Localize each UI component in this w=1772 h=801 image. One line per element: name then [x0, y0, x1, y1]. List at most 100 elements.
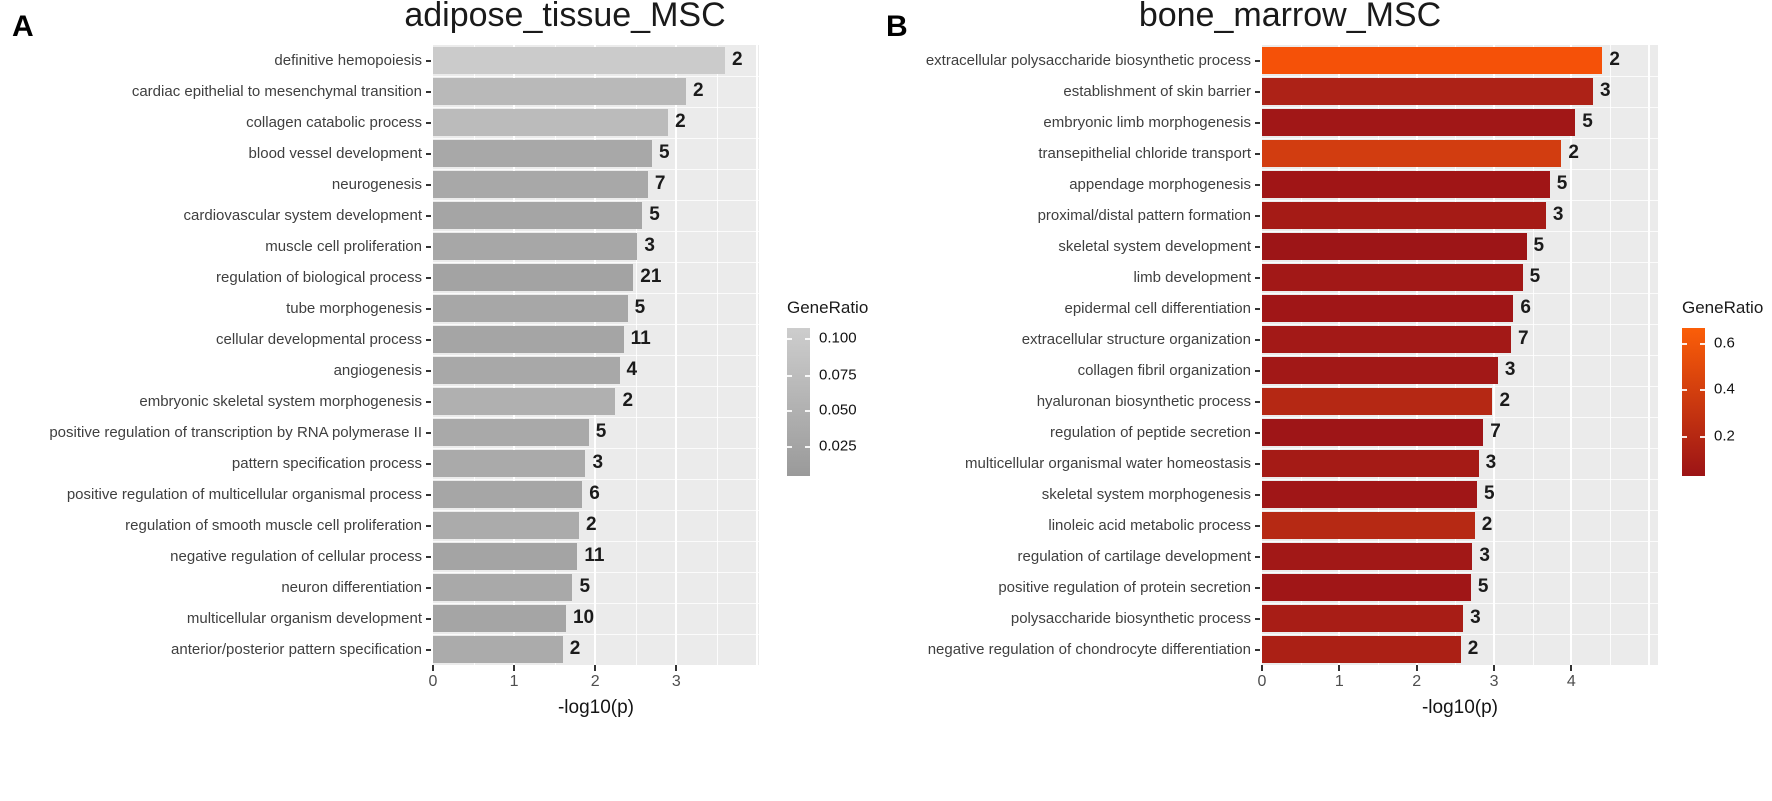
bar — [1262, 512, 1475, 539]
bar — [1262, 171, 1550, 198]
x-axis-tick — [1261, 665, 1263, 671]
bar — [1262, 605, 1464, 632]
gene-count-label: 2 — [731, 49, 743, 70]
legend-value-label: 0.2 — [1714, 427, 1735, 445]
y-axis-label-text: collagen fibril organization — [1077, 362, 1251, 379]
bar — [433, 605, 566, 632]
y-axis-tick — [1255, 524, 1260, 527]
bar — [433, 171, 648, 198]
gridline-horizontal — [433, 603, 759, 604]
gene-count-label: 5 — [595, 421, 607, 442]
gene-count-label: 3 — [1470, 607, 1481, 628]
y-axis-label-text: extracellular polysaccharide biosyntheti… — [925, 52, 1251, 69]
bar — [1262, 295, 1514, 322]
x-axis-tick — [1338, 665, 1341, 671]
gene-count-label: 3 — [1504, 359, 1516, 380]
legend-title: GeneRatio — [787, 298, 869, 317]
bar-track: 5 — [433, 138, 759, 169]
bar-track: 5 — [433, 200, 759, 231]
bar — [433, 419, 589, 446]
legend-tick — [805, 410, 810, 412]
y-axis-tick — [426, 586, 431, 589]
y-axis-label: positive regulation of transcription by … — [0, 417, 433, 448]
gridline-horizontal — [1262, 169, 1658, 170]
y-axis-label: hyaluronan biosynthetic process — [870, 386, 1262, 417]
bar-track: 21 — [433, 262, 759, 293]
y-axis-label-text: negative regulation of chondrocyte diffe… — [927, 641, 1251, 658]
gridline-horizontal — [433, 479, 759, 480]
legend-tick — [1700, 436, 1705, 438]
legend-tick — [805, 446, 810, 448]
bar — [433, 388, 616, 415]
y-axis-label: cardiovascular system development — [0, 200, 433, 231]
y-axis-label: limb development — [870, 262, 1262, 293]
bar — [1262, 357, 1498, 384]
y-axis-label: neurogenesis — [0, 169, 433, 200]
legend-value-label: 0.075 — [819, 366, 857, 384]
gridline-horizontal — [1262, 324, 1658, 325]
bar-track: 4 — [433, 355, 759, 386]
x-axis-tick-label: 0 — [428, 673, 438, 690]
y-axis-tick — [1255, 276, 1260, 279]
gene-count-label: 5 — [1556, 173, 1568, 194]
bar — [433, 543, 578, 570]
y-axis-tick — [1255, 493, 1260, 496]
bar — [433, 109, 669, 136]
bar — [433, 450, 586, 477]
y-axis-label-text: positive regulation of transcription by … — [49, 424, 422, 441]
y-axis-label-text: extracellular structure organization — [1021, 331, 1251, 348]
y-axis-tick — [426, 369, 431, 372]
gene-count-label: 2 — [569, 638, 581, 659]
gene-count-label: 7 — [654, 173, 666, 194]
gridline-horizontal — [1262, 293, 1658, 294]
gene-count-label: 4 — [626, 359, 638, 380]
legend-value-label: 0.025 — [819, 437, 857, 455]
bar-track: 3 — [1262, 541, 1658, 572]
y-axis-label-text: tube morphogenesis — [286, 300, 422, 317]
bar-track: 5 — [433, 572, 759, 603]
gridline-horizontal — [433, 386, 759, 387]
gridline-horizontal — [433, 541, 759, 542]
chart-title-bone-marrow: bone_marrow_MSC — [1138, 0, 1442, 34]
legend-tick — [1682, 436, 1687, 438]
gridline-horizontal — [1262, 603, 1658, 604]
y-axis-label: proximal/distal pattern formation — [870, 200, 1262, 231]
bar-track: 2 — [433, 45, 759, 76]
y-axis-tick — [1255, 586, 1260, 589]
panel-letter-b: B — [886, 10, 908, 43]
y-axis-tick — [426, 617, 431, 620]
gene-count-label: 5 — [658, 142, 670, 163]
bar — [433, 78, 686, 105]
y-axis-tick — [426, 648, 431, 651]
x-axis-tick — [513, 665, 516, 671]
y-axis-label: regulation of peptide secretion — [870, 417, 1262, 448]
y-axis-tick — [426, 214, 431, 217]
legend-body: 0.100 0.075 0.050 0.025 — [787, 328, 907, 476]
y-axis-label: pattern specification process — [0, 448, 433, 479]
gridline-horizontal — [433, 448, 759, 449]
x-axis-tick — [432, 665, 434, 671]
y-axis-label-text: cardiovascular system development — [183, 207, 422, 224]
bar-track: 3 — [1262, 448, 1658, 479]
gene-count-label: 5 — [1477, 576, 1489, 597]
y-axis-label-text: collagen catabolic process — [246, 114, 422, 131]
y-axis-label-text: establishment of skin barrier — [1063, 83, 1251, 100]
bar-track: 2 — [1262, 386, 1658, 417]
x-axis-title: -log10(p) — [1421, 697, 1499, 718]
y-axis-label: anterior/posterior pattern specification — [0, 634, 433, 665]
bar — [1262, 543, 1473, 570]
bar-chart-bone-marrow: extracellular polysaccharide biosyntheti… — [870, 45, 1772, 801]
y-axis-label-text: muscle cell proliferation — [265, 238, 422, 255]
y-axis-label: establishment of skin barrier — [870, 76, 1262, 107]
bar-track: 5 — [1262, 262, 1658, 293]
x-axis: 0 1 2 3 4 -log10(p) — [1258, 665, 1658, 735]
y-axis-label-text: negative regulation of cellular process — [170, 548, 422, 565]
gridline-horizontal — [1262, 138, 1658, 139]
bar — [433, 264, 634, 291]
y-axis-tick — [1255, 617, 1260, 620]
y-axis-label: muscle cell proliferation — [0, 231, 433, 262]
bar-track: 10 — [433, 603, 759, 634]
bar — [433, 233, 638, 260]
gridline-horizontal — [1262, 510, 1658, 511]
y-axis-tick — [1255, 462, 1260, 465]
